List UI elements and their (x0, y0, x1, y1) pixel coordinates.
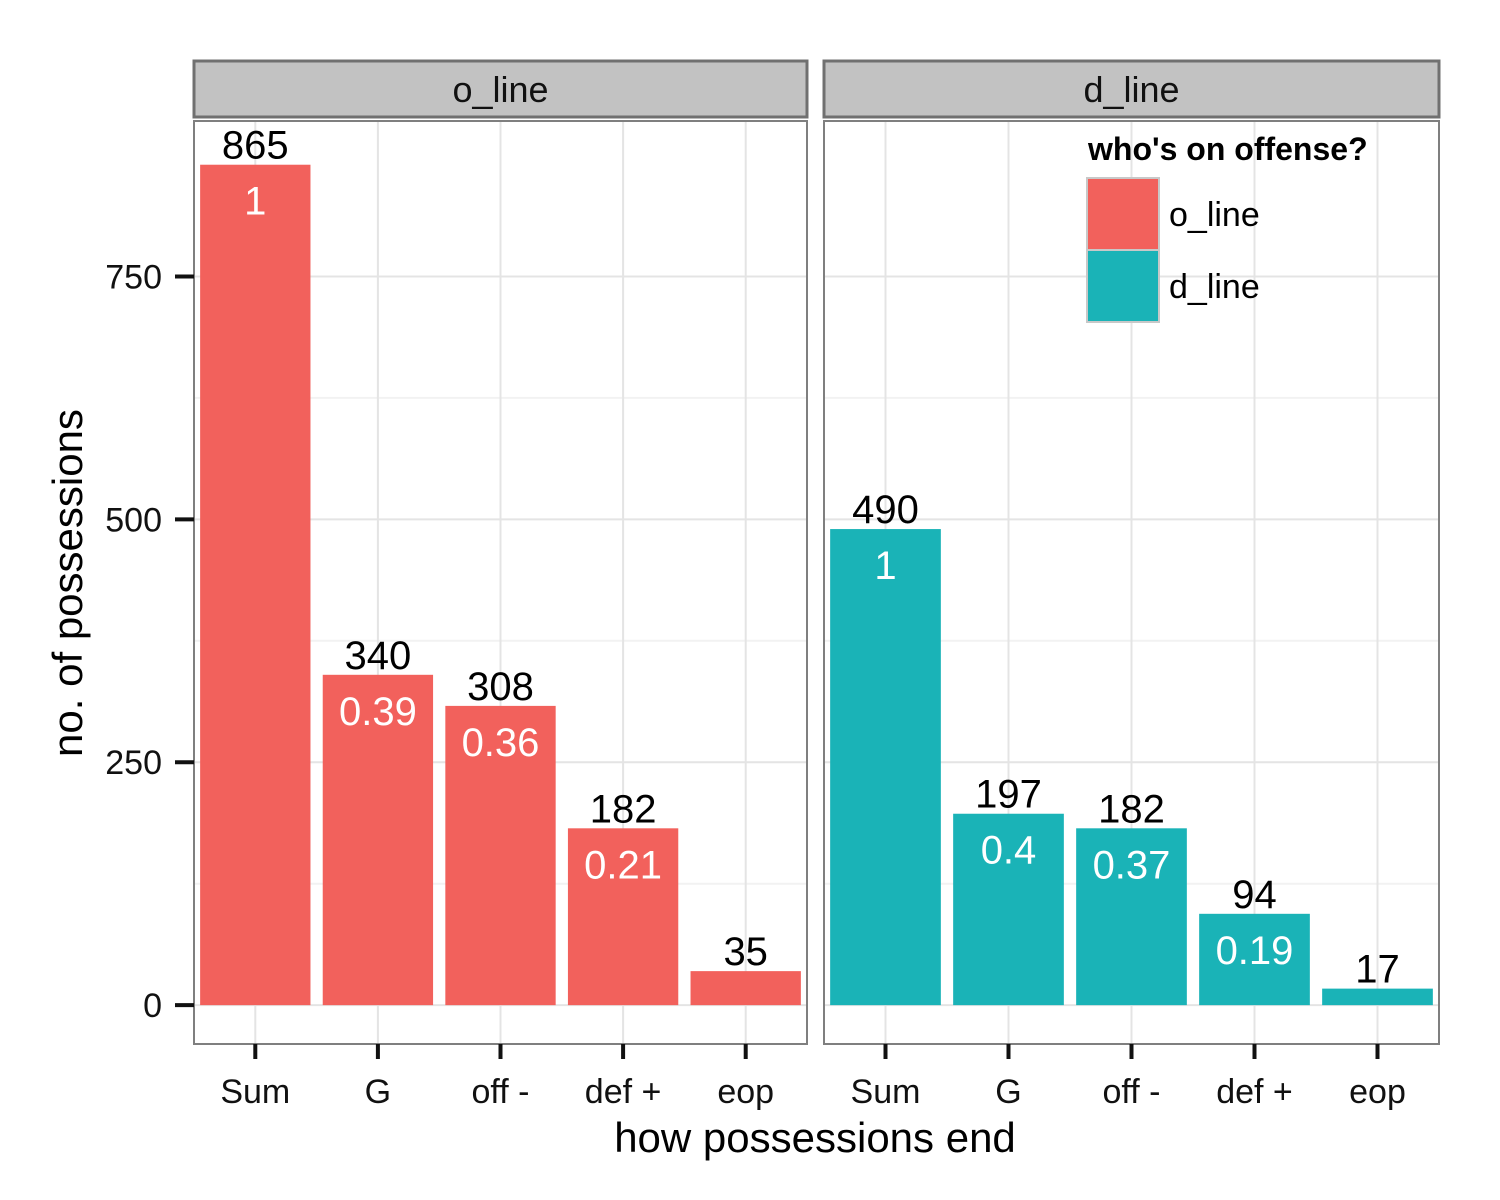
ratio-label: 0.36 (462, 721, 540, 765)
bar-d_line-4 (1322, 988, 1433, 1006)
count-label: 490 (852, 488, 919, 532)
x-tick-label: G (365, 1073, 391, 1111)
ratio-label: 0.39 (339, 690, 417, 734)
strip-label: o_line (452, 69, 548, 110)
y-tick-label: 0 (143, 987, 162, 1025)
count-label: 340 (345, 634, 412, 678)
bar-o_line-4 (690, 971, 801, 1006)
ratio-label: 1 (244, 180, 266, 224)
legend-swatch-d_line (1086, 249, 1160, 323)
y-tick-label: 750 (105, 258, 162, 296)
count-label: 17 (1355, 948, 1400, 992)
x-tick-label: def + (1216, 1073, 1293, 1111)
bar-o_line-2 (445, 705, 556, 1006)
count-label: 182 (1098, 787, 1165, 831)
legend-swatch-o_line (1086, 177, 1160, 251)
bar-d_line-3 (1199, 913, 1310, 1006)
x-tick-label: def + (585, 1073, 662, 1111)
bar-o_line-3 (567, 828, 679, 1006)
ratio-label: 0.37 (1093, 843, 1171, 887)
ratio-label: 0.21 (584, 843, 662, 887)
x-axis-title: how possessions end (614, 1114, 1016, 1161)
x-tick-label: off - (1103, 1073, 1161, 1111)
count-label: 94 (1232, 873, 1277, 917)
bar-o_line-0 (200, 164, 311, 1006)
x-tick-label: Sum (220, 1073, 290, 1111)
count-label: 35 (723, 930, 768, 974)
bar-d_line-1 (953, 813, 1064, 1006)
strip-background (822, 59, 1441, 119)
x-tick-label: off - (472, 1073, 530, 1111)
x-tick-label: eop (1349, 1073, 1406, 1111)
legend-label-d_line: d_line (1169, 268, 1260, 306)
count-label: 308 (467, 665, 534, 709)
y-tick-label: 500 (105, 501, 162, 539)
count-label: 865 (222, 124, 289, 168)
strip-background (192, 59, 809, 119)
y-axis: 0 250 500 750 (105, 258, 194, 1025)
y-axis-title: no. of possessions (44, 409, 91, 757)
strip-label: d_line (1083, 69, 1179, 110)
ratio-label: 0.4 (981, 829, 1037, 873)
legend-label-o_line: o_line (1169, 196, 1260, 234)
legend: who's on offense? o_line d_line (1086, 131, 1368, 323)
x-tick-label: Sum (851, 1073, 921, 1111)
y-tick-label: 250 (105, 744, 162, 782)
panel-o_line: 865 1 340 0.39 308 0.36 182 0.21 35 o_line (192, 59, 809, 1045)
bar-d_line-0 (830, 529, 941, 1006)
count-label: 197 (975, 773, 1042, 817)
ratio-label: 0.19 (1216, 929, 1294, 973)
ratio-label: 1 (874, 544, 896, 588)
count-label: 182 (590, 787, 657, 831)
bar-d_line-2 (1076, 828, 1187, 1006)
bar-o_line-1 (322, 674, 434, 1006)
x-tick-label: G (995, 1073, 1021, 1111)
x-tick-label: eop (717, 1073, 774, 1111)
legend-title: who's on offense? (1087, 131, 1368, 167)
